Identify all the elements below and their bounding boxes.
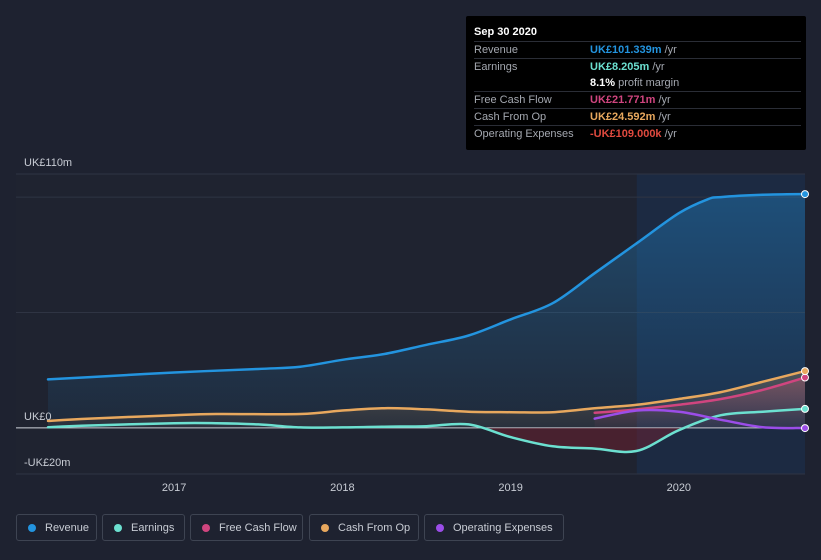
y-tick-label: -UK£20m (24, 457, 70, 469)
earnings-negative-area (483, 427, 685, 452)
tooltip-date: Sep 30 2020 (474, 26, 537, 38)
series-end-markers (801, 190, 809, 433)
legend-dot-icon (114, 523, 122, 532)
operating-expenses-line (593, 408, 807, 430)
x-tick-label: 2019 (498, 482, 522, 494)
tooltip-label: Cash From Op (474, 111, 547, 123)
tooltip-label: Revenue (474, 44, 519, 56)
revenue-area (48, 194, 805, 428)
y-tick-label: UK£0 (24, 411, 52, 423)
legend-dot-icon (202, 523, 210, 532)
legend-item-revenue[interactable]: Revenue (16, 514, 97, 541)
x-tick-label: 2020 (667, 482, 691, 494)
tooltip-row-operating-expenses: Operating Expenses -UK£109.000k /yr (474, 125, 801, 142)
tooltip-row-earnings: Earnings UK£8.205m /yr (474, 58, 801, 75)
legend-item-cash-from-op[interactable]: Cash From Op (309, 514, 419, 541)
y-axis-labels: UK£110m UK£0 -UK£20m (24, 157, 72, 469)
tooltip-row-cash-from-op: Cash From Op UK£24.592m /yr (474, 108, 801, 125)
earnings-end-marker (801, 404, 809, 413)
y-tick-label: UK£110m (24, 157, 72, 169)
revenue-end-marker (801, 190, 809, 199)
tooltip-panel: Sep 30 2020 Revenue UK£101.339m /yr Earn… (466, 16, 806, 150)
legend-label: Earnings (131, 521, 175, 534)
revenue-line (46, 192, 807, 381)
legend-dot-icon (28, 523, 36, 532)
legend-item-operating-expenses[interactable]: Operating Expenses (424, 514, 564, 541)
tooltip-unit: /yr (664, 128, 677, 140)
tooltip-value: UK£21.771m (590, 94, 656, 106)
legend-item-earnings[interactable]: Earnings (102, 514, 185, 541)
legend-item-free-cash-flow[interactable]: Free Cash Flow (190, 514, 303, 541)
operating-expenses-end-marker (801, 424, 809, 433)
tooltip-value: UK£101.339m (590, 44, 662, 56)
x-tick-label: 2018 (330, 482, 354, 494)
tooltip-value: UK£8.205m (590, 61, 650, 73)
legend-label: Operating Expenses (453, 521, 553, 534)
legend-label: Revenue (45, 521, 90, 534)
tooltip-label: Operating Expenses (474, 128, 574, 140)
tooltip-unit: /yr (652, 61, 665, 73)
legend-dot-icon (321, 523, 329, 532)
free-cash-flow-end-marker (801, 373, 809, 382)
tooltip-unit: profit margin (618, 77, 680, 89)
earnings-line (46, 407, 807, 454)
x-tick-label: 2017 (162, 482, 186, 494)
tooltip-value: -UK£109.000k (590, 128, 662, 140)
tooltip-unit: /yr (658, 111, 671, 123)
legend-dot-icon (436, 523, 444, 532)
x-axis-labels: 2017 2018 2019 2020 (162, 482, 691, 494)
tooltip-unit: /yr (664, 44, 677, 56)
tooltip-row-profit-margin: 8.1% profit margin (474, 75, 801, 91)
cash-from-op-end-marker (801, 367, 809, 376)
legend-label: Free Cash Flow (219, 521, 297, 534)
tooltip-label: Free Cash Flow (474, 94, 552, 106)
tooltip-row-free-cash-flow: Free Cash Flow UK£21.771m /yr (474, 91, 801, 108)
series-lines (46, 192, 807, 454)
tooltip-value: UK£24.592m (590, 111, 656, 123)
tooltip-label: Earnings (474, 61, 518, 73)
tooltip-label (474, 75, 590, 91)
tooltip-row-revenue: Revenue UK£101.339m /yr (474, 41, 801, 58)
tooltip-unit: /yr (658, 94, 671, 106)
tooltip-value: 8.1% (590, 77, 616, 89)
cash-from-op-line (46, 369, 807, 423)
legend-label: Cash From Op (338, 521, 411, 534)
